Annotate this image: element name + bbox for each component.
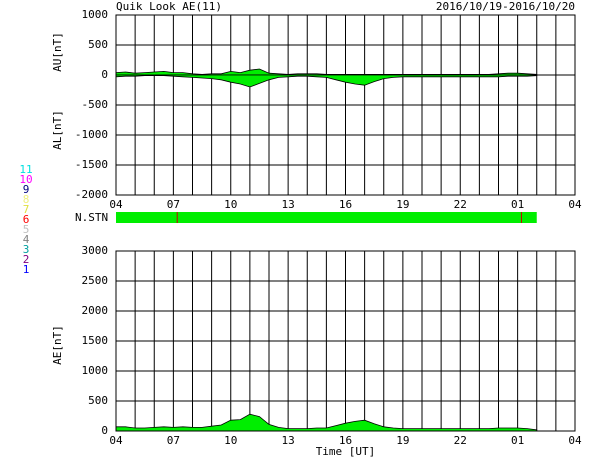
- station-legend-label: 5: [23, 223, 30, 236]
- y-axis-label: AL[nT]: [51, 110, 64, 150]
- y-tick-label: 1000: [82, 8, 109, 21]
- area: [115, 413, 538, 432]
- x-tick-label: 19: [396, 198, 409, 211]
- y-tick-label: 500: [88, 38, 108, 51]
- x-tick-label: 16: [339, 434, 352, 447]
- station-legend-label: 6: [23, 213, 30, 226]
- y-axis-label: AE[nT]: [51, 325, 64, 365]
- y-tick-label: 0: [101, 424, 108, 437]
- x-tick-label: 16: [339, 198, 352, 211]
- y-tick-label: 0: [101, 68, 108, 81]
- plot-frame: [115, 14, 576, 196]
- title: Quik Look AE(11): [116, 0, 222, 13]
- date-range: 2016/10/19-2016/10/20: [436, 0, 575, 13]
- station-legend-label: 10: [19, 173, 32, 186]
- station-legend-label: 11: [19, 163, 32, 176]
- y-tick-label: -2000: [75, 188, 108, 201]
- area: [115, 68, 538, 76]
- x-tick-label: 04: [109, 198, 123, 211]
- station-legend-label: 2: [23, 253, 30, 266]
- station-legend-label: 1: [23, 263, 30, 276]
- y-axis-label: AU[nT]: [51, 32, 64, 72]
- station-legend-label: 4: [23, 233, 30, 246]
- x-tick-label: 04: [568, 198, 582, 211]
- station-legend-label: 8: [23, 193, 30, 206]
- x-tick-label: 07: [167, 434, 180, 447]
- y-tick-label: 2500: [82, 274, 109, 287]
- y-tick-label: 1500: [82, 334, 109, 347]
- nstn-label: N.STN: [75, 211, 108, 224]
- y-tick-label: 1000: [82, 364, 109, 377]
- y-tick-label: -1000: [75, 128, 108, 141]
- area: [115, 74, 538, 88]
- plot-frame: [115, 250, 576, 432]
- x-tick-label: 19: [396, 434, 409, 447]
- nstn-bar: [116, 212, 537, 223]
- x-axis-label: Time [UT]: [316, 445, 376, 458]
- x-tick-label: 04: [109, 434, 123, 447]
- x-tick-label: 01: [511, 434, 524, 447]
- x-tick-label: 04: [568, 434, 582, 447]
- x-tick-label: 13: [282, 434, 295, 447]
- y-tick-label: 3000: [82, 244, 109, 257]
- x-tick-label: 01: [511, 198, 524, 211]
- station-legend-label: 7: [23, 203, 30, 216]
- x-tick-label: 13: [282, 198, 295, 211]
- x-tick-label: 22: [454, 198, 467, 211]
- y-tick-label: 2000: [82, 304, 109, 317]
- station-legend-label: 3: [23, 243, 30, 256]
- x-tick-label: 22: [454, 434, 467, 447]
- y-tick-label: -500: [82, 98, 109, 111]
- x-tick-label: 10: [224, 198, 237, 211]
- x-tick-label: 10: [224, 434, 237, 447]
- y-tick-label: 500: [88, 394, 108, 407]
- station-legend-label: 9: [23, 183, 30, 196]
- y-tick-label: -1500: [75, 158, 108, 171]
- x-tick-label: 07: [167, 198, 180, 211]
